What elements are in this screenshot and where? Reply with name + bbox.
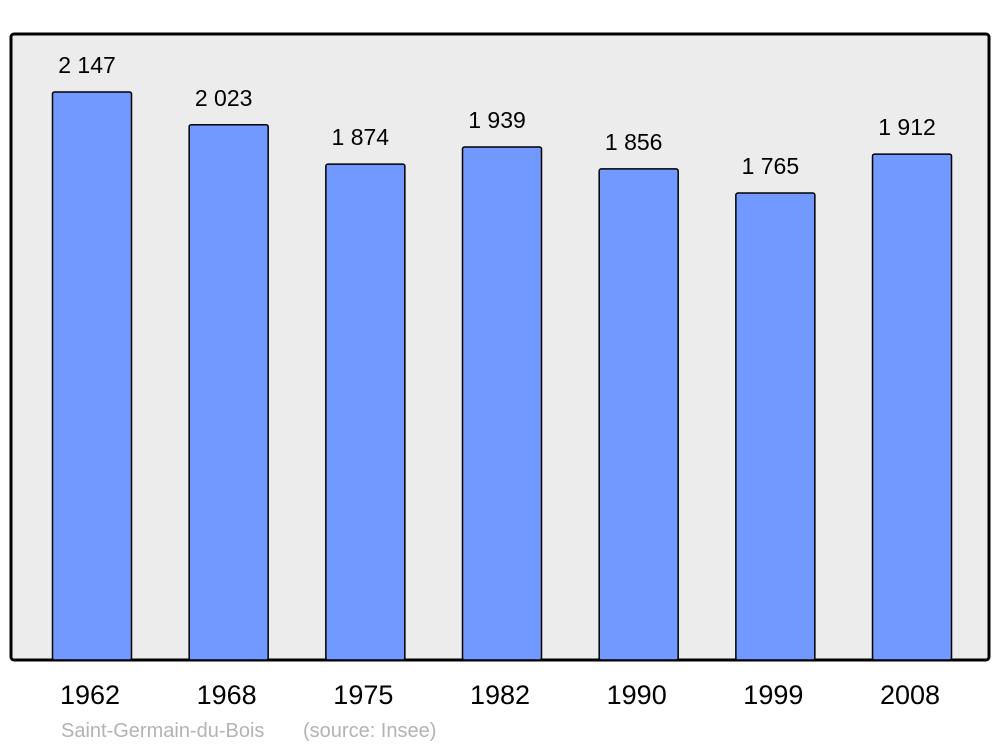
x-tick-label-1962: 1962 <box>60 680 120 710</box>
caption-source: (source: Insee) <box>303 720 436 742</box>
bar-1990 <box>598 168 679 661</box>
value-label-1975: 1 874 <box>332 124 390 150</box>
bar-1982 <box>461 146 543 661</box>
x-tick-label-1982: 1982 <box>470 680 530 710</box>
bar-1999 <box>735 192 816 661</box>
value-label-1982: 1 939 <box>468 107 526 133</box>
x-tick-label-1975: 1975 <box>333 680 393 710</box>
bar-1975 <box>325 163 406 661</box>
caption-place: Saint-Germain-du-Bois <box>61 720 264 742</box>
value-label-1968: 2 023 <box>195 85 253 111</box>
x-tick-label-2008: 2008 <box>880 680 940 710</box>
bar-1968 <box>188 124 269 661</box>
x-tick-label-1999: 1999 <box>743 680 803 710</box>
value-label-1962: 2 147 <box>58 52 116 78</box>
x-tick-label-1990: 1990 <box>607 680 667 710</box>
x-tick-label-1968: 1968 <box>197 680 257 710</box>
value-label-2008: 1 912 <box>878 114 936 140</box>
bar-1962 <box>51 91 133 661</box>
value-label-1999: 1 765 <box>742 153 800 179</box>
value-label-1990: 1 856 <box>605 129 663 155</box>
bar-2008 <box>871 153 953 661</box>
